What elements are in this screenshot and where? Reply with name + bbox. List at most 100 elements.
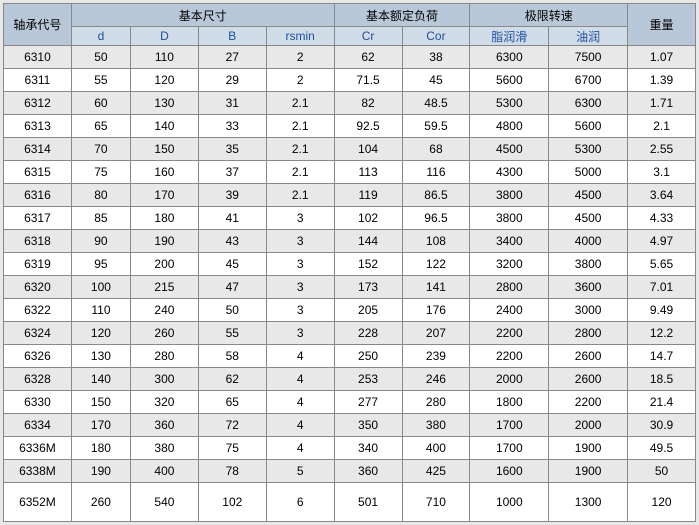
cell-B: 37 [198,161,266,184]
cell-cor: 425 [402,460,470,483]
cell-code: 6315 [4,161,72,184]
cell-code: 6352M [4,483,72,522]
cell-o: 1300 [549,483,628,522]
cell-rs: 5 [266,460,334,483]
cell-cor: 116 [402,161,470,184]
cell-d: 60 [71,92,130,115]
cell-cor: 141 [402,276,470,299]
cell-code: 6311 [4,69,72,92]
cell-d: 95 [71,253,130,276]
table-row: 631260130312.18248.5530063001.71 [4,92,696,115]
cell-cr: 144 [334,230,402,253]
table-body: 6310501102726238630075001.07631155120292… [4,46,696,522]
cell-w: 7.01 [628,276,696,299]
cell-d: 100 [71,276,130,299]
cell-B: 41 [198,207,266,230]
cell-g: 2000 [470,368,549,391]
cell-rs: 4 [266,391,334,414]
table-row: 6310501102726238630075001.07 [4,46,696,69]
cell-B: 65 [198,391,266,414]
cell-D: 540 [130,483,198,522]
cell-cr: 71.5 [334,69,402,92]
cell-cr: 119 [334,184,402,207]
cell-code: 6312 [4,92,72,115]
cell-w: 120 [628,483,696,522]
cell-cor: 176 [402,299,470,322]
col-group-limit-speed: 极限转速 [470,4,628,27]
cell-D: 320 [130,391,198,414]
table-row: 6322110240503205176240030009.49 [4,299,696,322]
cell-d: 170 [71,414,130,437]
table-row: 631995200453152122320038005.65 [4,253,696,276]
cell-g: 3800 [470,184,549,207]
cell-code: 6336M [4,437,72,460]
cell-cr: 102 [334,207,402,230]
cell-o: 5300 [549,138,628,161]
cell-D: 260 [130,322,198,345]
cell-D: 380 [130,437,198,460]
cell-o: 2200 [549,391,628,414]
cell-B: 43 [198,230,266,253]
table-header: 轴承代号 基本尺寸 基本额定负荷 极限转速 重量 d D B rsmin Cr … [4,4,696,46]
cell-d: 110 [71,299,130,322]
cell-g: 1000 [470,483,549,522]
cell-cr: 501 [334,483,402,522]
cell-rs: 2 [266,46,334,69]
col-header-cr: Cr [334,27,402,46]
cell-o: 3000 [549,299,628,322]
cell-o: 2800 [549,322,628,345]
cell-B: 102 [198,483,266,522]
cell-rs: 4 [266,437,334,460]
cell-rs: 2.1 [266,184,334,207]
cell-B: 39 [198,184,266,207]
col-header-grease: 脂润滑 [470,27,549,46]
cell-g: 5600 [470,69,549,92]
cell-D: 180 [130,207,198,230]
cell-w: 30.9 [628,414,696,437]
cell-o: 7500 [549,46,628,69]
cell-g: 1800 [470,391,549,414]
cell-code: 6330 [4,391,72,414]
cell-cor: 96.5 [402,207,470,230]
cell-B: 78 [198,460,266,483]
cell-d: 80 [71,184,130,207]
col-header-d: d [71,27,130,46]
cell-o: 3600 [549,276,628,299]
cell-w: 5.65 [628,253,696,276]
cell-o: 4000 [549,230,628,253]
cell-code: 6314 [4,138,72,161]
cell-g: 2200 [470,322,549,345]
cell-w: 18.5 [628,368,696,391]
cell-g: 2800 [470,276,549,299]
cell-code: 6320 [4,276,72,299]
cell-cr: 340 [334,437,402,460]
cell-o: 2600 [549,368,628,391]
cell-w: 2.55 [628,138,696,161]
cell-cr: 82 [334,92,402,115]
cell-cr: 205 [334,299,402,322]
cell-rs: 4 [266,414,334,437]
cell-D: 280 [130,345,198,368]
cell-cor: 48.5 [402,92,470,115]
table-row: 63241202605532282072200280012.2 [4,322,696,345]
cell-cor: 38 [402,46,470,69]
cell-D: 130 [130,92,198,115]
cell-o: 3800 [549,253,628,276]
table-row: 63261302805842502392200260014.7 [4,345,696,368]
cell-B: 31 [198,92,266,115]
col-group-basic-load: 基本额定负荷 [334,4,470,27]
cell-B: 29 [198,69,266,92]
cell-code: 6326 [4,345,72,368]
cell-cr: 250 [334,345,402,368]
table-row: 63301503206542772801800220021.4 [4,391,696,414]
cell-D: 215 [130,276,198,299]
cell-D: 400 [130,460,198,483]
cell-w: 50 [628,460,696,483]
cell-o: 2000 [549,414,628,437]
cell-cr: 173 [334,276,402,299]
cell-d: 130 [71,345,130,368]
cell-cr: 350 [334,414,402,437]
cell-code: 6317 [4,207,72,230]
col-header-oil: 油润 [549,27,628,46]
cell-g: 1700 [470,437,549,460]
